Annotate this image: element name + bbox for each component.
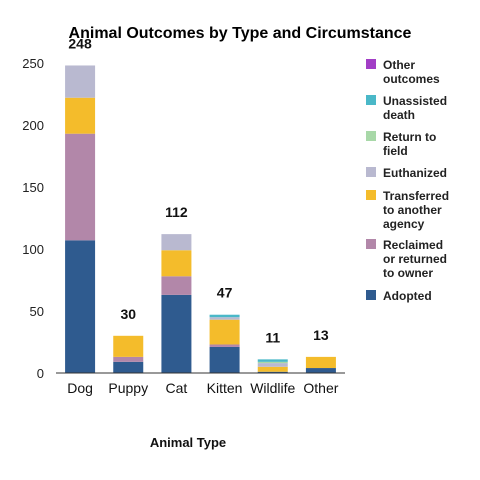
x-tick-label: Wildlife [250, 380, 295, 396]
bars [65, 65, 336, 373]
legend-swatch [366, 59, 376, 69]
bar-segment [65, 97, 96, 134]
bar-segment [113, 356, 144, 362]
total-label: 13 [313, 327, 329, 343]
legend-label: Transferred to another agency [383, 189, 449, 231]
legend-swatch [366, 131, 376, 141]
bar-segment [209, 317, 240, 320]
x-axis: Dog Puppy Cat Kitten Wildlife Other [67, 380, 339, 396]
x-tick-label: Dog [67, 380, 93, 396]
bar-segment [257, 363, 288, 367]
legend-swatch [366, 95, 376, 105]
y-tick-label: 200 [22, 118, 44, 133]
bar-segment [113, 361, 144, 373]
bar-segment [305, 368, 336, 373]
y-tick-label: 50 [30, 304, 44, 319]
total-label: 30 [120, 306, 136, 322]
bar-segment [209, 319, 240, 345]
y-tick-label: 100 [22, 242, 44, 257]
legend: Other outcomes Unassisted death Return to fie… [366, 58, 449, 303]
y-axis: 0 50 100 150 200 250 [22, 56, 44, 381]
y-tick-label: 250 [22, 56, 44, 71]
legend-label: Adopted [383, 289, 432, 303]
bar-segment [161, 250, 192, 277]
y-tick-label: 150 [22, 180, 44, 195]
bar-segment [161, 276, 192, 295]
x-tick-label: Puppy [108, 380, 148, 396]
bar-segment [257, 361, 288, 364]
total-label: 112 [165, 204, 188, 220]
chart-title: Animal Outcomes by Type and Circumstance [69, 25, 412, 42]
bar-segment [209, 314, 240, 318]
legend-label: Reclaimed or returned to owner [383, 238, 447, 280]
total-label: 11 [265, 329, 280, 345]
legend-label: Return to field [383, 130, 436, 158]
bar-segment [257, 371, 288, 373]
legend-swatch [366, 190, 376, 200]
bar-segment [113, 335, 144, 357]
bar-segment [65, 65, 96, 98]
bar-segment [161, 234, 192, 251]
legend-label: Unassisted death [383, 94, 447, 122]
x-tick-label: Cat [166, 380, 188, 396]
bar-segment [209, 344, 240, 347]
bar-segment [209, 346, 240, 373]
bar-segment [161, 294, 192, 373]
legend-label: Euthanized [383, 166, 447, 180]
bar-segment [257, 366, 288, 372]
bar-segment [65, 240, 96, 373]
y-tick-label: 0 [37, 366, 44, 381]
legend-swatch [366, 239, 376, 249]
total-label: 248 [68, 35, 92, 51]
total-labels: 248 30 112 47 11 13 [68, 35, 329, 345]
legend-swatch [366, 167, 376, 177]
bar-segment [257, 359, 288, 362]
total-label: 47 [217, 285, 233, 301]
legend-swatch [366, 290, 376, 300]
bar-segment [65, 133, 96, 241]
x-tick-label: Other [303, 380, 338, 396]
x-tick-label: Kitten [207, 380, 243, 396]
x-axis-label: Animal Type [150, 435, 226, 450]
legend-label: Other outcomes [383, 58, 440, 86]
bar-segment [305, 356, 336, 369]
